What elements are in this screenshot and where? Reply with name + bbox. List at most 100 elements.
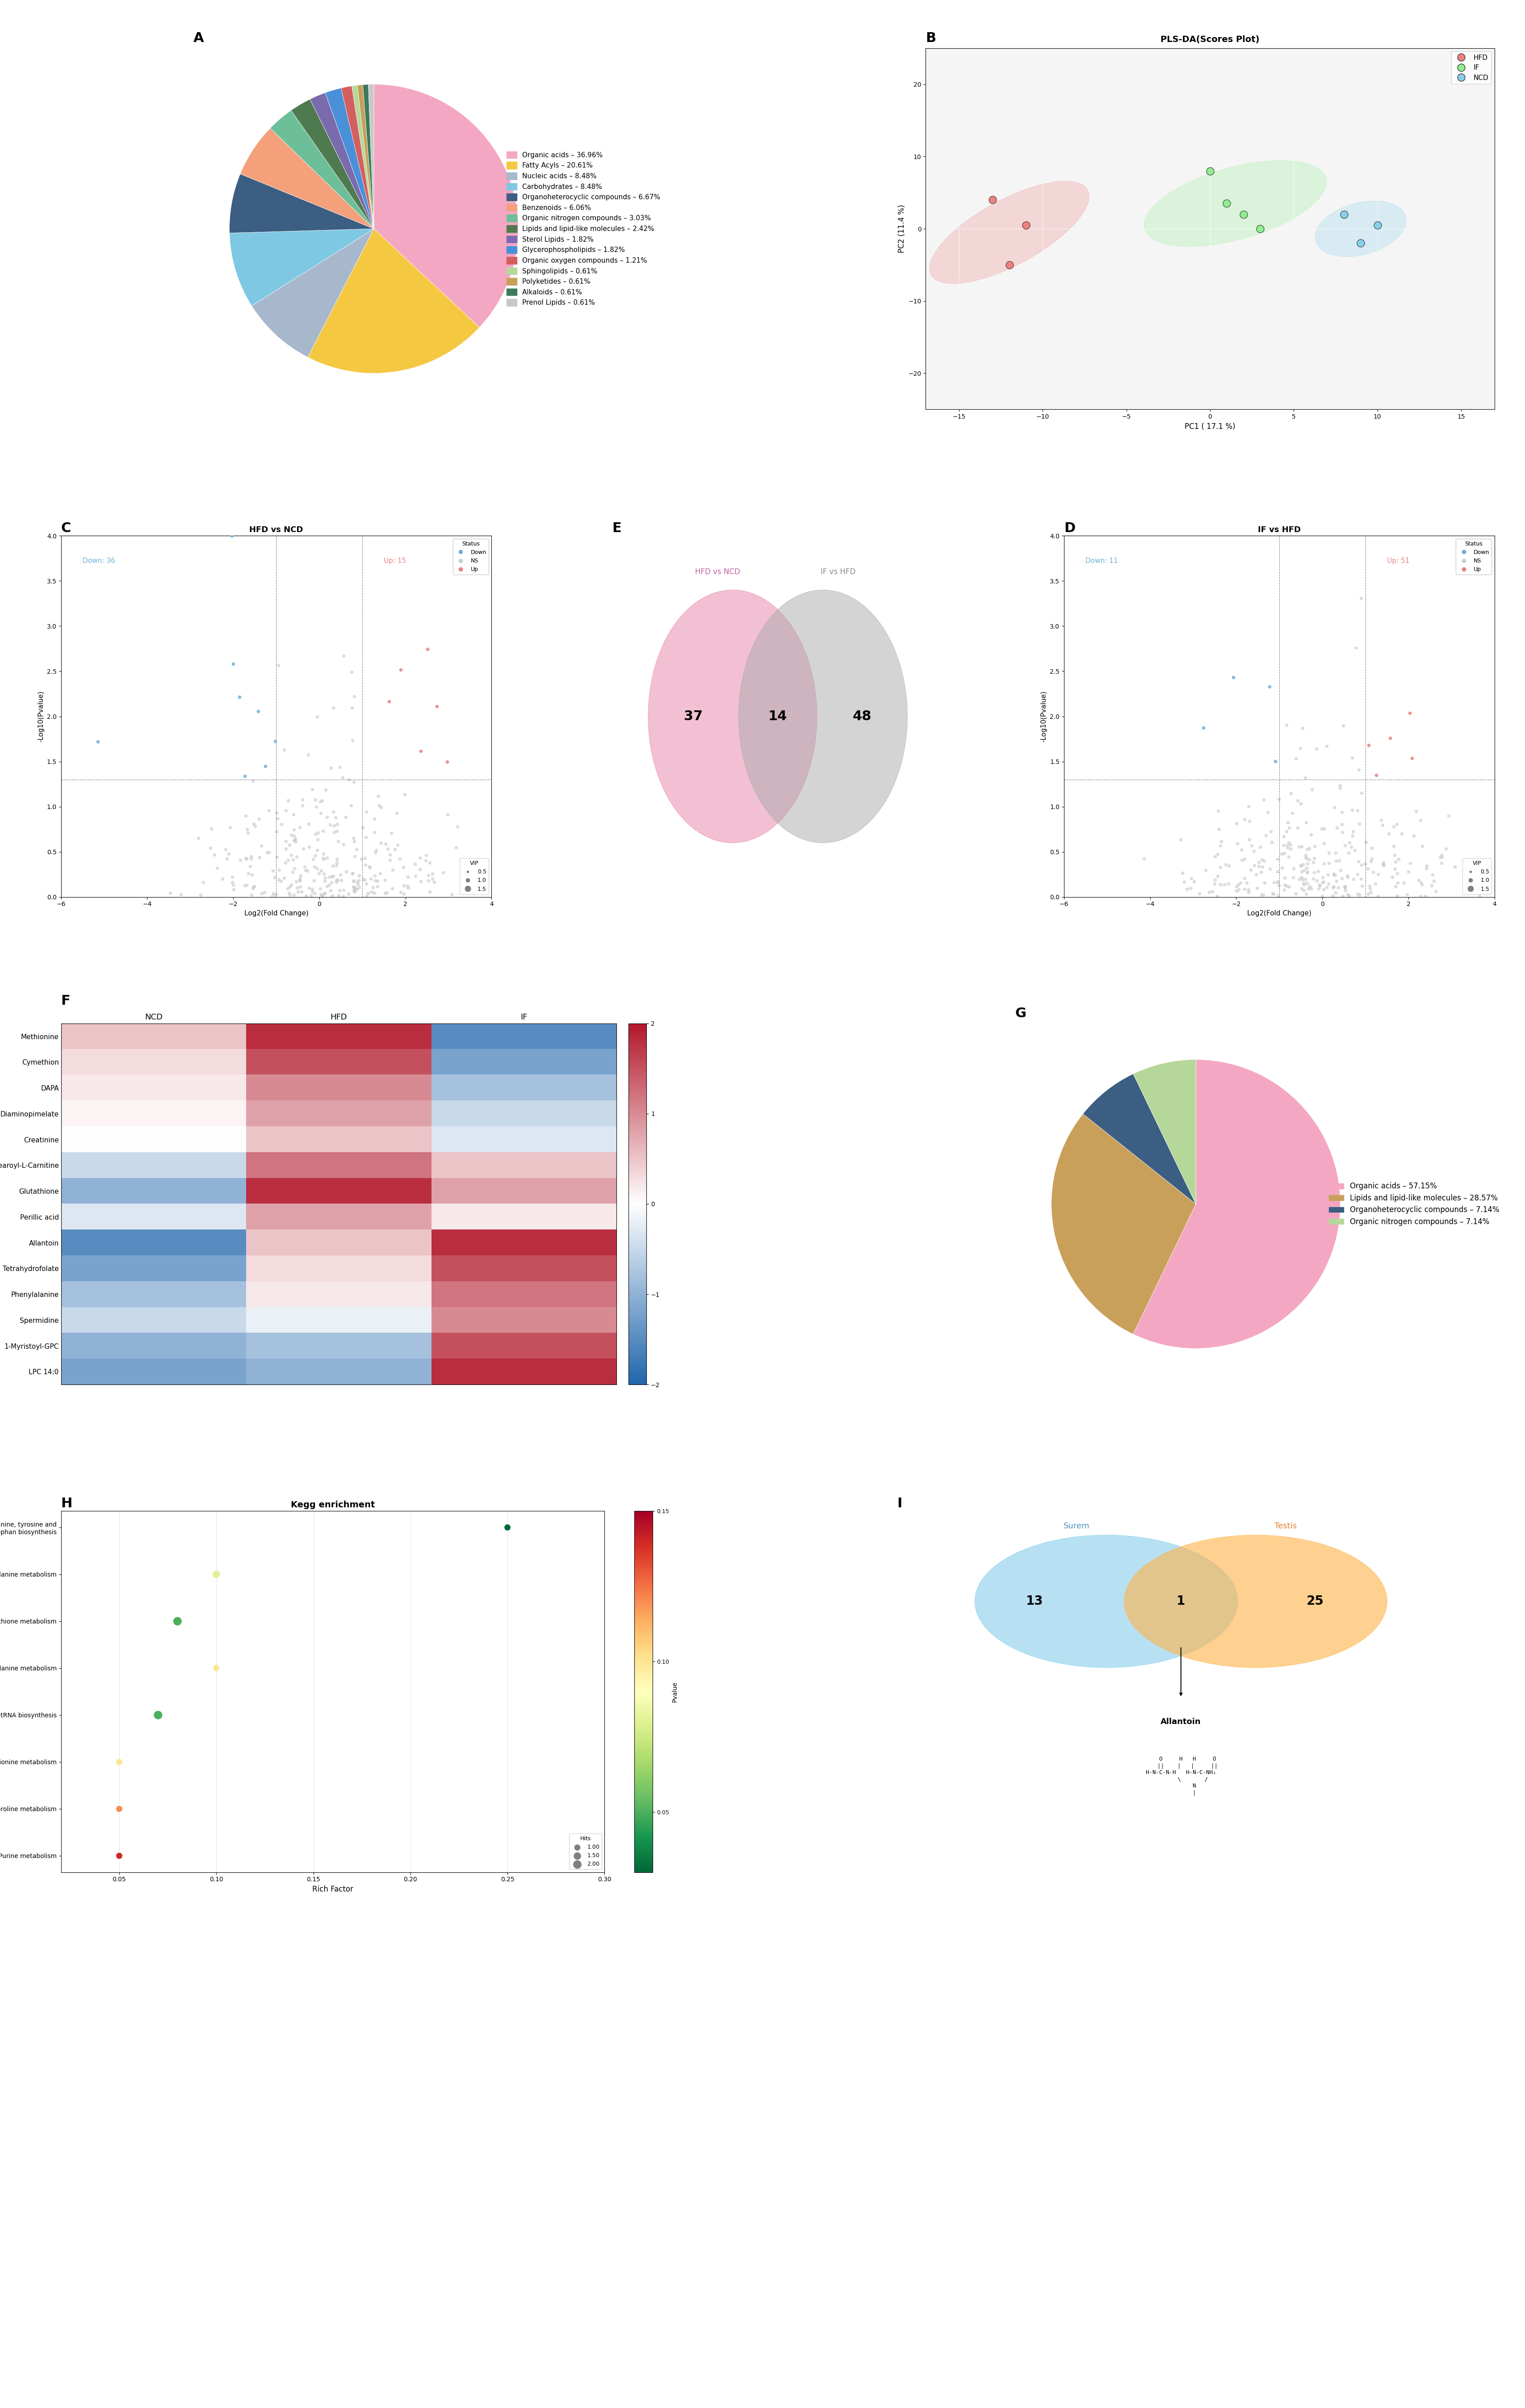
Point <box>1322 855 1347 893</box>
Text: 48: 48 <box>852 710 872 722</box>
Point <box>1356 850 1380 889</box>
Point <box>1347 751 1371 790</box>
Point <box>307 855 331 893</box>
Point <box>271 730 296 768</box>
Text: G: G <box>1016 1007 1026 1021</box>
Point <box>1197 152 1222 190</box>
Point <box>308 874 332 913</box>
Point <box>1385 855 1409 893</box>
Point <box>1322 857 1347 896</box>
Point <box>1356 874 1380 913</box>
Point <box>261 877 285 915</box>
Point <box>1371 845 1395 884</box>
Text: 1: 1 <box>1177 1594 1185 1609</box>
Point <box>354 792 378 831</box>
Point <box>354 864 378 903</box>
Point <box>302 862 326 901</box>
Point <box>364 867 389 905</box>
Point <box>1371 843 1395 881</box>
Point <box>288 857 313 896</box>
Point <box>319 872 343 910</box>
Point <box>354 845 378 884</box>
Point <box>342 819 366 857</box>
Point <box>236 814 261 852</box>
Point <box>1266 852 1290 891</box>
Point <box>302 848 326 886</box>
Point <box>300 771 325 809</box>
Point <box>264 792 288 831</box>
Ellipse shape <box>930 181 1089 284</box>
Point <box>293 848 317 886</box>
Point <box>1455 867 1479 905</box>
Point <box>1252 864 1276 903</box>
Point <box>300 872 325 910</box>
Point <box>1371 845 1395 884</box>
Point <box>1312 845 1336 884</box>
Wedge shape <box>252 229 374 356</box>
Point <box>1263 742 1287 780</box>
Point <box>486 790 511 828</box>
Point <box>372 860 396 898</box>
Point <box>302 874 326 913</box>
Point <box>343 838 368 877</box>
Text: 25: 25 <box>1307 1594 1324 1609</box>
Wedge shape <box>229 173 374 234</box>
Point <box>418 843 442 881</box>
Point <box>352 860 377 898</box>
Point <box>361 814 386 852</box>
Point <box>1258 850 1283 889</box>
Point <box>1168 821 1193 860</box>
Point <box>1324 843 1348 881</box>
Point <box>331 872 355 910</box>
Point <box>1316 864 1340 903</box>
Point <box>1414 850 1438 889</box>
Point <box>290 780 314 819</box>
Point <box>1307 864 1331 903</box>
Point <box>1333 869 1357 908</box>
Point <box>1286 809 1310 848</box>
Point <box>1331 195 1356 234</box>
Point <box>392 874 416 913</box>
Point <box>1250 848 1275 886</box>
Point <box>294 877 319 915</box>
Point <box>386 826 410 864</box>
Point <box>1377 814 1401 852</box>
Point <box>279 816 303 855</box>
Point <box>1333 826 1357 864</box>
Point <box>264 874 288 913</box>
Point <box>390 848 415 886</box>
Point <box>1272 860 1296 898</box>
Point <box>215 840 239 879</box>
Point <box>1276 809 1301 848</box>
Wedge shape <box>1133 1060 1340 1348</box>
Point <box>361 799 386 838</box>
Point <box>1414 877 1438 915</box>
Point <box>308 783 332 821</box>
Point <box>1206 809 1231 848</box>
Point <box>343 872 368 910</box>
Point <box>436 795 461 833</box>
Point <box>239 877 264 915</box>
Point <box>1443 848 1467 886</box>
Point <box>313 862 337 901</box>
Point <box>342 867 366 905</box>
Point <box>282 850 307 889</box>
Point <box>1383 867 1408 905</box>
Point <box>305 698 329 737</box>
Wedge shape <box>325 89 374 229</box>
X-axis label: Log2(Fold Change): Log2(Fold Change) <box>1247 910 1312 917</box>
Point <box>1241 831 1266 869</box>
Point <box>392 867 416 905</box>
Point <box>271 860 296 898</box>
Point <box>1208 864 1232 903</box>
Y-axis label: -Log10(Pvalue): -Log10(Pvalue) <box>1040 691 1048 742</box>
Point <box>320 845 345 884</box>
Ellipse shape <box>1315 200 1406 258</box>
Point <box>1191 708 1215 746</box>
Point <box>246 691 270 730</box>
Point <box>340 653 364 691</box>
Point <box>303 814 328 852</box>
Point <box>282 877 307 915</box>
Point <box>1272 826 1296 864</box>
Point <box>395 867 419 905</box>
